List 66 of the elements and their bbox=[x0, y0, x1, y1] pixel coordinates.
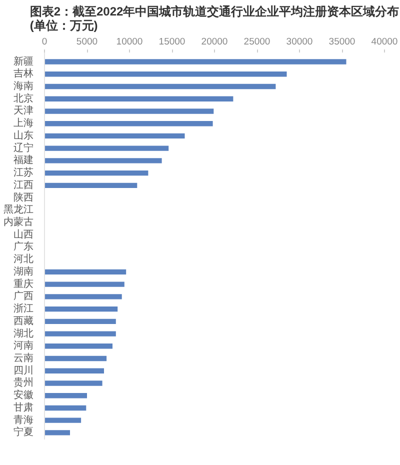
bar bbox=[44, 294, 122, 300]
bar bbox=[44, 331, 116, 336]
y-tick-label: 江苏 bbox=[14, 166, 34, 179]
y-tick-label: 陕西 bbox=[14, 191, 34, 204]
bar bbox=[44, 282, 124, 287]
y-tick-label: 甘肃 bbox=[14, 401, 34, 414]
bar bbox=[44, 356, 107, 362]
y-tick-label: 江西 bbox=[14, 178, 34, 191]
x-tick-label: 20000 bbox=[201, 36, 228, 48]
bar bbox=[44, 269, 126, 275]
y-tick-label: 浙江 bbox=[14, 302, 34, 315]
bar bbox=[44, 72, 287, 77]
bar bbox=[44, 393, 87, 398]
bar bbox=[44, 158, 162, 164]
x-tick-label: 35000 bbox=[328, 36, 356, 48]
x-tick-label: 40000 bbox=[371, 36, 398, 48]
y-tick-label: 湖南 bbox=[14, 265, 34, 278]
x-tick-label: 10000 bbox=[116, 36, 143, 48]
bar bbox=[44, 121, 213, 126]
y-tick-label: 山东 bbox=[14, 129, 34, 142]
bar bbox=[44, 170, 148, 176]
y-tick-label: 广东 bbox=[14, 240, 34, 253]
y-tick-label: 天津 bbox=[14, 104, 34, 117]
y-tick-label: 四川 bbox=[14, 364, 34, 376]
bar bbox=[44, 84, 276, 90]
x-tick-label: 0 bbox=[42, 36, 48, 48]
y-tick-label: 贵州 bbox=[14, 376, 34, 389]
bar bbox=[44, 368, 104, 374]
y-tick-label: 北京 bbox=[14, 92, 34, 104]
bar bbox=[44, 430, 70, 436]
y-tick-label: 上海 bbox=[14, 117, 34, 130]
y-tick-label: 吉林 bbox=[14, 68, 34, 80]
bar bbox=[44, 318, 116, 324]
bar bbox=[44, 405, 86, 411]
bar bbox=[44, 96, 234, 102]
bar bbox=[44, 133, 185, 139]
bar bbox=[44, 59, 346, 64]
x-tick-label: 25000 bbox=[244, 36, 270, 48]
y-tick-label: 云南 bbox=[14, 352, 34, 364]
x-tick-label: 5000 bbox=[76, 36, 98, 48]
y-tick-label: 安徽 bbox=[14, 389, 34, 402]
x-tick-label: 30000 bbox=[286, 36, 313, 48]
bar bbox=[44, 108, 214, 114]
y-tick-label: 青海 bbox=[14, 414, 34, 426]
bar bbox=[44, 380, 102, 386]
y-tick-label: 河南 bbox=[14, 340, 34, 352]
y-tick-label: 广西 bbox=[14, 290, 34, 302]
y-tick-label: 宁夏 bbox=[14, 426, 34, 438]
y-tick-label: 湖北 bbox=[14, 327, 34, 340]
y-tick-label: 山西 bbox=[14, 228, 34, 240]
y-tick-label: 新疆 bbox=[14, 55, 34, 68]
y-tick-label: 内蒙古 bbox=[4, 216, 34, 228]
x-tick-label: 15000 bbox=[158, 36, 186, 48]
bar bbox=[44, 306, 118, 312]
y-tick-label: 河北 bbox=[14, 253, 34, 266]
y-tick-label: 福建 bbox=[14, 154, 34, 166]
bar bbox=[44, 146, 169, 151]
chart-title: 图表2：截至2022年中国城市轨道交通行业企业平均注册资本区域分布(单位：万元) bbox=[30, 4, 400, 32]
y-tick-label: 黑龙江 bbox=[4, 204, 34, 216]
bar bbox=[44, 418, 82, 423]
y-tick-label: 辽宁 bbox=[14, 142, 34, 154]
y-tick-label: 重庆 bbox=[14, 278, 34, 290]
y-tick-label: 海南 bbox=[14, 80, 34, 92]
y-tick-label: 西藏 bbox=[14, 314, 34, 327]
bar bbox=[44, 344, 112, 349]
bar bbox=[44, 182, 138, 188]
